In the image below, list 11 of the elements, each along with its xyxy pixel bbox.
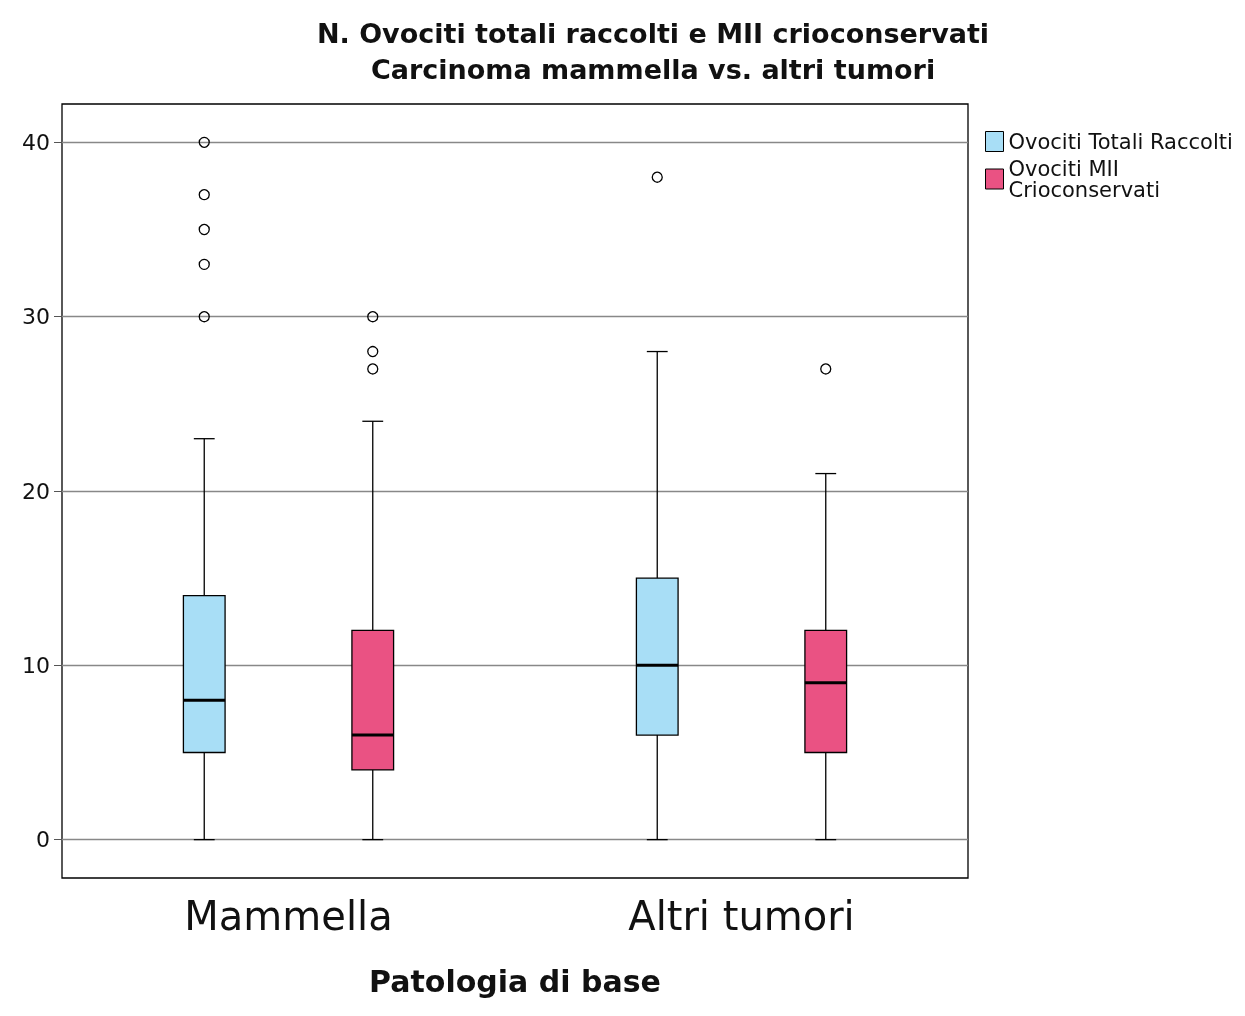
x-tick-label: Altri tumori — [628, 893, 855, 939]
y-tick-label: 0 — [36, 827, 50, 853]
y-tick-label: 20 — [22, 478, 50, 504]
y-tick-label: 10 — [22, 652, 50, 678]
chart-title: N. Ovociti totali raccolti e MII crioconservati Carcinoma mammella vs. altri tumori — [316, 17, 990, 85]
x-axis-title: Patologia di base — [369, 963, 661, 999]
legend-label: Ovociti MII Crioconservati — [1008, 156, 1161, 202]
y-tick-label: 30 — [22, 304, 50, 330]
x-tick-label: Mammella — [184, 893, 393, 939]
y-tick-label: 40 — [22, 129, 50, 155]
legend-label: Ovociti Totali Raccolti — [1008, 129, 1233, 154]
